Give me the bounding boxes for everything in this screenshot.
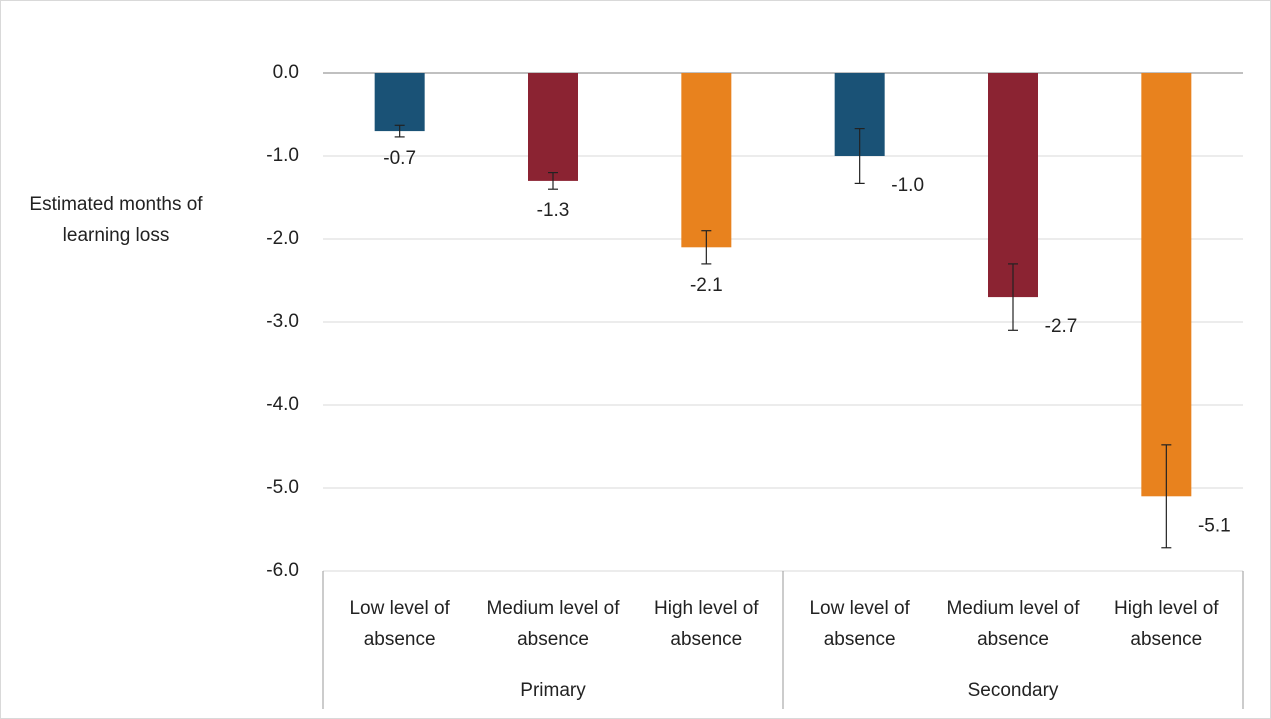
error-bar — [854, 128, 865, 184]
value-label: -0.7 — [383, 148, 416, 169]
bar — [681, 73, 732, 248]
y-tick-label: -5.0 — [266, 477, 299, 498]
bar — [528, 73, 578, 181]
error-bar — [1008, 263, 1018, 331]
x-tick-label: High level of absence — [654, 598, 759, 650]
bar — [374, 73, 425, 132]
y-tick-label: -4.0 — [266, 394, 299, 415]
y-tick-label: -3.0 — [266, 311, 299, 332]
y-tick-label: 0.0 — [273, 62, 299, 83]
x-tick-label: High level of absence — [1114, 598, 1219, 650]
error-bar — [548, 172, 558, 190]
error-bar — [1161, 444, 1172, 549]
value-label: -2.1 — [690, 275, 723, 296]
group-label: Secondary — [968, 680, 1059, 701]
value-label: -1.0 — [891, 175, 924, 196]
value-label: -2.7 — [1045, 316, 1078, 337]
group-label: Primary — [520, 680, 586, 701]
x-tick-label: Medium level of absence — [946, 598, 1080, 650]
bar — [988, 73, 1038, 298]
y-tick-label: -2.0 — [266, 228, 299, 249]
bar — [1141, 73, 1192, 497]
value-label: -5.1 — [1198, 515, 1231, 536]
error-bar — [701, 230, 712, 265]
y-tick-label: -6.0 — [266, 560, 299, 581]
x-tick-label: Low level of absence — [349, 598, 450, 650]
error-bar — [394, 124, 405, 138]
y-tick-label: -1.0 — [266, 145, 299, 166]
x-tick-label: Medium level of absence — [486, 598, 620, 650]
y-axis-label: Estimated months of learning loss — [29, 194, 203, 246]
x-tick-label: Low level of absence — [809, 598, 910, 650]
value-label: -1.3 — [537, 200, 570, 221]
